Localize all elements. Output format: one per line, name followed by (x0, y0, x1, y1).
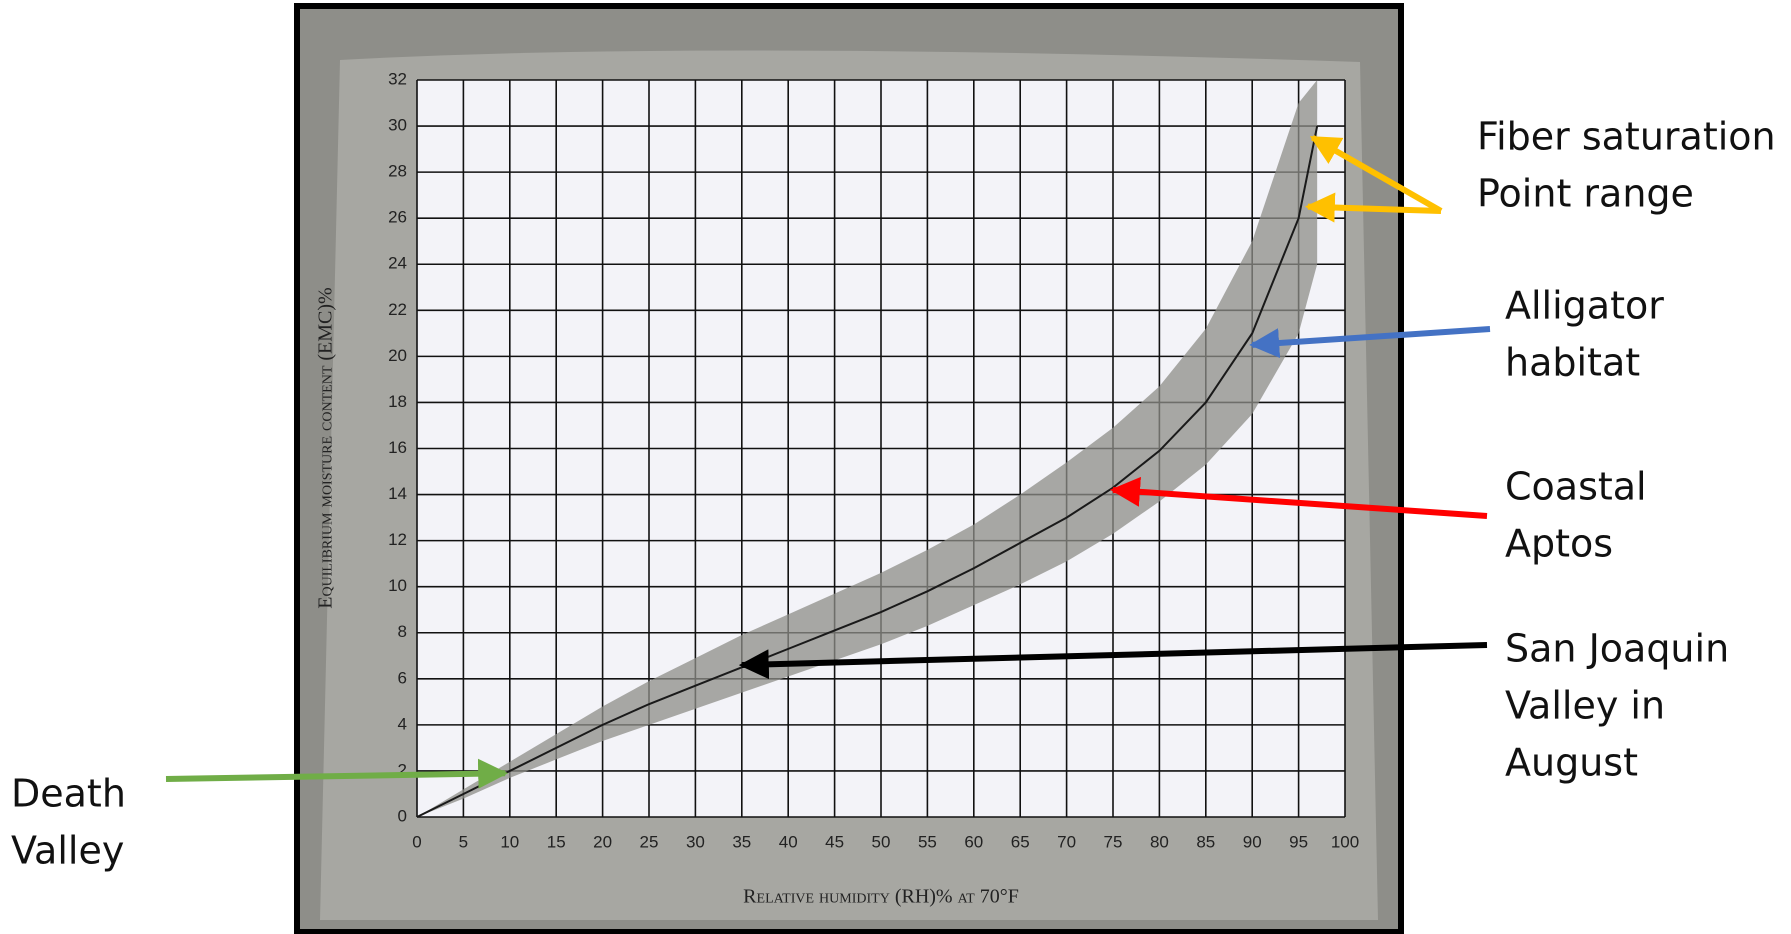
y-tick-label: 26 (388, 208, 407, 227)
x-tick-label: 40 (779, 832, 798, 851)
annotation-text: Fiber saturation (1477, 115, 1776, 159)
y-axis-label: Equilibrium moisture content (EMC)% (315, 287, 337, 608)
y-tick-label: 30 (388, 116, 407, 135)
annotation-text: Valley (11, 829, 124, 873)
annotation-text: Death (11, 772, 126, 816)
y-tick-label: 12 (388, 530, 407, 549)
chart: Relative humidity (RH)% at 70°F Equilibr… (0, 0, 1791, 934)
x-tick-label: 80 (1150, 832, 1169, 851)
x-tick-label: 25 (640, 832, 659, 851)
x-axis-label: Relative humidity (RH)% at 70°F (743, 886, 1019, 908)
y-tick-label: 18 (388, 392, 407, 411)
annotation-text: Alligator (1505, 284, 1664, 328)
x-tick-label: 55 (918, 832, 937, 851)
x-tick-label: 5 (459, 832, 468, 851)
annotation-text: San Joaquin (1505, 627, 1729, 671)
annotation-text: Aptos (1505, 522, 1613, 566)
x-tick-label: 0 (412, 832, 421, 851)
y-tick-label: 20 (388, 346, 407, 365)
x-tick-label: 90 (1243, 832, 1262, 851)
x-tick-label: 95 (1289, 832, 1308, 851)
annotation-text: August (1505, 741, 1638, 785)
annotation-text: Valley in (1505, 684, 1665, 728)
x-tick-label: 65 (1011, 832, 1030, 851)
x-tick-label: 70 (1057, 832, 1076, 851)
x-tick-label: 30 (686, 832, 705, 851)
x-tick-label: 60 (964, 832, 983, 851)
y-tick-label: 10 (388, 576, 407, 595)
x-tick-label: 100 (1331, 832, 1359, 851)
x-tick-label: 75 (1104, 832, 1123, 851)
y-tick-label: 0 (398, 806, 407, 825)
annotation-text: Coastal (1505, 465, 1647, 509)
y-tick-label: 14 (388, 484, 407, 503)
y-tick-label: 4 (398, 714, 407, 733)
x-tick-label: 15 (547, 832, 566, 851)
y-tick-label: 32 (388, 69, 407, 88)
y-tick-label: 16 (388, 438, 407, 457)
x-tick-label: 10 (500, 832, 519, 851)
x-tick-label: 35 (732, 832, 751, 851)
y-tick-label: 22 (388, 300, 407, 319)
annotation-text: Point range (1477, 172, 1694, 216)
x-tick-label: 85 (1196, 832, 1215, 851)
x-tick-label: 45 (825, 832, 844, 851)
y-tick-label: 6 (398, 668, 407, 687)
x-tick-label: 20 (593, 832, 612, 851)
y-tick-label: 24 (388, 254, 407, 273)
y-tick-label: 28 (388, 162, 407, 181)
annotation-text: habitat (1505, 341, 1640, 385)
x-tick-label: 50 (872, 832, 891, 851)
y-tick-label: 8 (398, 622, 407, 641)
